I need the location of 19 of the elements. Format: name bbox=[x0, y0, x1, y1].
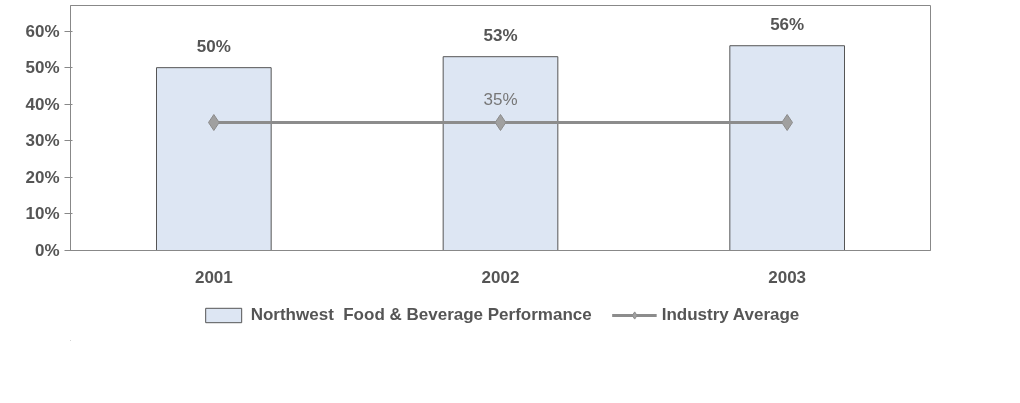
y-tick-label: 0% bbox=[34, 241, 60, 260]
bar bbox=[156, 67, 272, 251]
legend-label: Industry Average bbox=[661, 305, 800, 325]
y-tick-label: 50% bbox=[25, 58, 60, 78]
data-label: 56% bbox=[770, 14, 805, 34]
y-tick-label: 30% bbox=[25, 131, 60, 151]
legend-label: Northwest Food & Beverage Performance bbox=[250, 305, 592, 325]
y-tick-label: 20% bbox=[25, 167, 60, 187]
y-tick-label: 10% bbox=[25, 204, 60, 224]
bar bbox=[442, 56, 559, 251]
x-tick-label: 2001 bbox=[194, 267, 233, 287]
data-label: 53% bbox=[483, 25, 518, 45]
data-label: 35% bbox=[483, 89, 518, 109]
x-tick-label: 2003 bbox=[768, 267, 807, 287]
y-tick-label: 60% bbox=[25, 21, 60, 41]
y-tick-label: 40% bbox=[25, 94, 60, 114]
x-tick-label: 2002 bbox=[481, 267, 520, 287]
bar bbox=[729, 45, 845, 251]
data-label: 50% bbox=[196, 36, 231, 56]
